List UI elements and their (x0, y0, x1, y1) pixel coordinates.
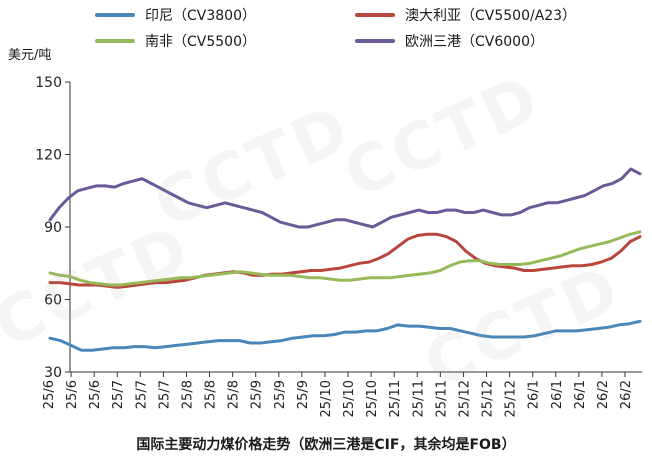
x-tick-label: 25/12 (504, 380, 519, 417)
legend-swatch-indonesia (95, 13, 135, 17)
x-tick-label: 25/10 (319, 380, 334, 417)
x-tick-label: 26/2 (596, 380, 611, 409)
x-tick-label: 25/6 (88, 380, 103, 409)
legend-label-europe: 欧洲三港（CV6000） (405, 34, 544, 50)
legend-swatch-south-africa (95, 39, 135, 43)
x-tick-label: 26/1 (550, 380, 565, 409)
y-axis-unit-label: 美元/吨 (8, 48, 52, 63)
x-tick-label: 25/11 (434, 380, 449, 417)
y-tick-label: 60 (44, 293, 62, 309)
x-tick-label: 26/1 (527, 380, 542, 409)
y-tick-label: 150 (35, 75, 62, 91)
x-tick-label: 25/9 (273, 380, 288, 409)
x-tick-label: 25/8 (180, 380, 195, 409)
series-line-0 (48, 319, 642, 352)
y-tick-label: 90 (44, 220, 62, 236)
x-tick-label: 25/7 (134, 380, 149, 409)
series-line-2 (48, 230, 642, 287)
x-tick-label: 25/10 (342, 380, 357, 417)
x-tick-label: 25/8 (204, 380, 219, 409)
legend-label-australia: 澳大利亚（CV5500/A23） (405, 8, 577, 24)
x-tick-label: 25/8 (227, 380, 242, 409)
series-line-3 (48, 167, 642, 229)
legend-item-south-africa: 南非（CV5500） (95, 31, 256, 51)
x-tick-label: 26/2 (619, 380, 634, 409)
legend-swatch-australia (355, 13, 395, 17)
legend-item-indonesia: 印尼（CV3800） (95, 5, 256, 25)
x-tick-label: 25/11 (411, 380, 426, 417)
legend-label-indonesia: 印尼（CV3800） (145, 8, 256, 24)
x-tick-label: 25/9 (296, 380, 311, 409)
x-tick-label: 25/7 (111, 380, 126, 409)
x-tick-label: 25/9 (250, 380, 265, 409)
series-line-1 (48, 232, 642, 289)
chart-caption: 国际主要动力煤价格走势（欧洲三港是CIF，其余均是FOB） (136, 437, 516, 453)
legend-item-australia: 澳大利亚（CV5500/A23） (355, 5, 576, 25)
y-tick-label: 30 (44, 365, 62, 381)
x-tick-label: 25/12 (457, 380, 472, 417)
x-tick-label: 25/10 (365, 380, 380, 417)
x-tick-label: 25/11 (388, 380, 403, 417)
x-tick-label: 25/6 (65, 380, 80, 409)
legend-label-south-africa: 南非（CV5500） (145, 34, 256, 50)
legend-swatch-europe (355, 39, 395, 43)
x-tick-label: 26/1 (573, 380, 588, 409)
x-tick-label: 25/6 (42, 380, 57, 409)
x-tick-label: 25/12 (481, 380, 496, 417)
x-tick-label: 25/7 (157, 380, 172, 409)
y-tick-label: 120 (35, 148, 62, 164)
legend-item-europe: 欧洲三港（CV6000） (355, 31, 544, 51)
